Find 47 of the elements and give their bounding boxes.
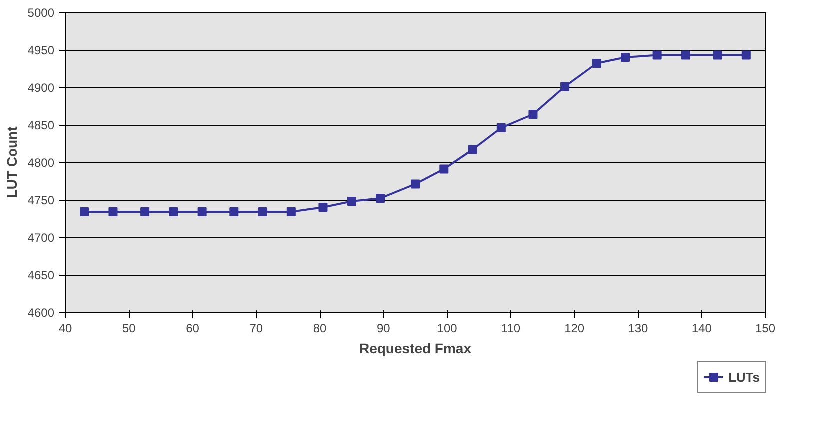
y-tick-label: 5000 — [28, 6, 55, 20]
y-tick-label: 4850 — [28, 118, 55, 132]
point — [108, 208, 118, 216]
x-tick-label: 110 — [501, 322, 521, 336]
point — [713, 50, 722, 60]
point — [440, 164, 449, 174]
x-tick-label: 60 — [186, 322, 200, 336]
y-tick-label: 4800 — [28, 156, 55, 170]
x-tick-label: 70 — [250, 322, 264, 336]
point — [318, 203, 328, 212]
point — [742, 50, 751, 60]
x-tick-label: 130 — [628, 322, 649, 336]
point — [80, 208, 90, 216]
point — [592, 59, 602, 68]
x-tick-label: 90 — [377, 322, 391, 336]
point — [258, 208, 268, 216]
point — [496, 124, 506, 132]
x-tick-label: 120 — [564, 322, 585, 336]
point — [169, 208, 178, 216]
y-tick-label: 4650 — [28, 268, 55, 282]
x-tick-label: 80 — [313, 322, 328, 336]
point — [140, 208, 150, 216]
point — [198, 208, 207, 216]
point — [621, 53, 630, 62]
x-tick-label: 100 — [437, 322, 458, 336]
x-tick-label: 40 — [58, 322, 72, 336]
point — [376, 194, 385, 203]
y-axis-title: LUT Count — [4, 126, 20, 198]
point — [652, 50, 662, 60]
point — [560, 82, 570, 92]
x-tick-label: 50 — [122, 322, 136, 336]
y-tick-label: 4950 — [28, 44, 55, 58]
y-tick-label: 4700 — [28, 231, 55, 245]
point — [681, 50, 690, 60]
y-tick-label: 4900 — [28, 81, 55, 95]
legend-label: LUTs — [728, 370, 760, 384]
point — [230, 208, 239, 216]
point — [347, 197, 356, 206]
point — [468, 145, 478, 154]
point — [286, 208, 296, 216]
y-tick-label: 4600 — [28, 306, 55, 320]
y-tick-label: 4750 — [28, 194, 55, 208]
x-tick-label: 150 — [755, 322, 776, 336]
point — [528, 110, 538, 119]
point — [411, 180, 420, 189]
x-axis-title: Requested Fmax — [359, 340, 472, 356]
x-tick-label: 140 — [692, 322, 712, 336]
